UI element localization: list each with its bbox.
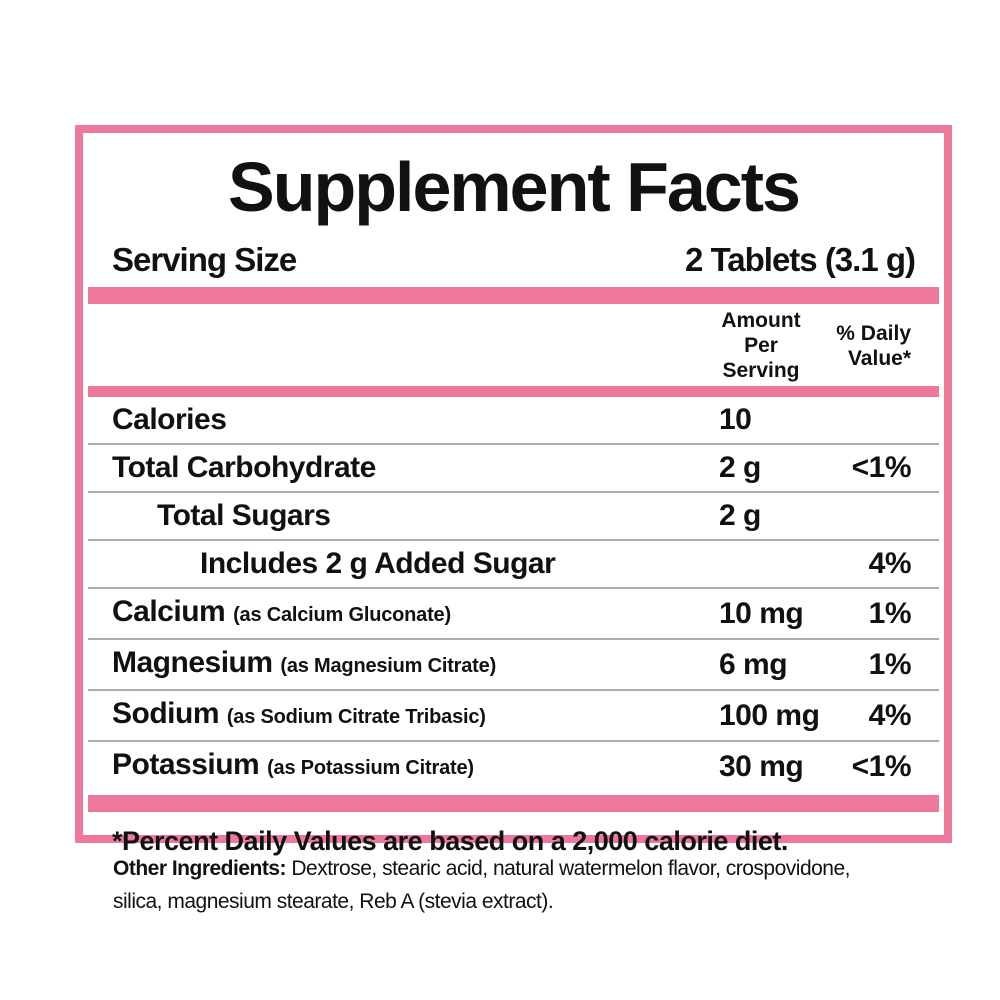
nutrient-source-note: (as Magnesium Citrate)	[280, 655, 497, 677]
amount-header-line1: Amount	[721, 309, 801, 332]
amount-header-line2: Per Serving	[722, 334, 800, 382]
nutrient-daily-value: <1%	[851, 749, 912, 783]
nutrient-name: Potassium	[112, 748, 260, 781]
other-ingredients-line2: silica, magnesium stearate, Reb A (stevi…	[113, 890, 554, 913]
nutrient-row: Total Carbohydrate 2 g <1%	[88, 443, 939, 491]
nutrient-name: Sodium	[112, 697, 220, 730]
nutrient-daily-value: 1%	[868, 596, 912, 630]
nutrient-amount: 2 g	[719, 451, 761, 484]
other-ingredients: Other Ingredients: Dextrose, stearic aci…	[113, 852, 883, 918]
nutrient-label: Includes 2 g Added Sugar	[112, 549, 687, 579]
serving-size-label: Serving Size	[112, 241, 297, 278]
nutrient-label: Total Sugars	[112, 501, 687, 531]
nutrient-amount: 10 mg	[719, 596, 804, 630]
nutrient-daily-value: 1%	[868, 647, 912, 681]
nutrient-amount: 100 mg	[719, 698, 820, 732]
nutrient-row: Total Sugars 2 g	[88, 491, 939, 539]
serving-size-row: Serving Size 2 Tablets (3.1 g)	[88, 241, 939, 279]
daily-value-header: % Daily Value*	[819, 321, 915, 371]
nutrient-source-note: (as Sodium Citrate Tribasic)	[226, 706, 486, 728]
other-ingredients-line1: Dextrose, stearic acid, natural watermel…	[291, 857, 850, 880]
nutrient-daily-value: 4%	[868, 698, 912, 732]
divider-bar-header	[88, 386, 939, 397]
dv-header-line1: % Daily	[836, 321, 911, 345]
daily-value-footnote: *Percent Daily Values are based on a 2,0…	[112, 826, 788, 856]
panel-title: Supplement Facts	[228, 148, 801, 226]
nutrient-source-note: (as Calcium Gluconate)	[233, 604, 451, 626]
nutrient-label: Calcium (as Calcium Gluconate)	[112, 597, 687, 630]
nutrient-label: Sodium (as Sodium Citrate Tribasic)	[112, 699, 687, 732]
nutrient-row: Magnesium (as Magnesium Citrate) 6 mg 1%	[88, 638, 939, 689]
nutrient-row: Includes 2 g Added Sugar 4%	[88, 539, 939, 587]
nutrient-amount: 2 g	[719, 499, 761, 532]
nutrient-name: Total Carbohydrate	[112, 451, 376, 484]
divider-bar-top	[88, 287, 939, 304]
nutrient-daily-value: 4%	[868, 547, 912, 580]
serving-size-value: 2 Tablets (3.1 g)	[685, 241, 916, 278]
nutrient-row: Calories 10	[88, 397, 939, 443]
column-headers: Amount Per Serving % Daily Value*	[88, 308, 939, 383]
nutrient-row: Sodium (as Sodium Citrate Tribasic) 100 …	[88, 689, 939, 740]
nutrient-row: Potassium (as Potassium Citrate) 30 mg <…	[88, 740, 939, 791]
nutrient-daily-value: <1%	[851, 451, 912, 484]
nutrient-amount: 30 mg	[719, 749, 804, 783]
nutrient-amount: 10	[719, 403, 752, 436]
nutrient-amount: 6 mg	[719, 647, 788, 681]
nutrient-label: Total Carbohydrate	[112, 453, 687, 483]
other-ingredients-label: Other Ingredients:	[113, 857, 287, 880]
nutrient-label: Potassium (as Potassium Citrate)	[112, 750, 687, 783]
nutrient-name: Includes 2 g Added Sugar	[200, 547, 556, 580]
nutrient-label: Calories	[112, 405, 687, 435]
dv-header-line2: Value*	[847, 346, 911, 370]
nutrient-name: Total Sugars	[157, 499, 331, 532]
supplement-facts-panel: Supplement Facts Serving Size 2 Tablets …	[75, 125, 952, 856]
amount-per-serving-header: Amount Per Serving	[687, 308, 819, 383]
nutrient-row: Calcium (as Calcium Gluconate) 10 mg 1%	[88, 587, 939, 638]
nutrient-rows: Calories 10 Total Carbohydrate 2 g <1% T…	[88, 397, 939, 791]
nutrient-name: Calcium	[112, 595, 226, 628]
nutrient-label: Magnesium (as Magnesium Citrate)	[112, 648, 687, 681]
nutrient-source-note: (as Potassium Citrate)	[267, 757, 474, 779]
nutrient-name: Magnesium	[112, 646, 273, 679]
nutrient-name: Calories	[112, 403, 227, 436]
divider-bar-bottom	[88, 795, 939, 812]
